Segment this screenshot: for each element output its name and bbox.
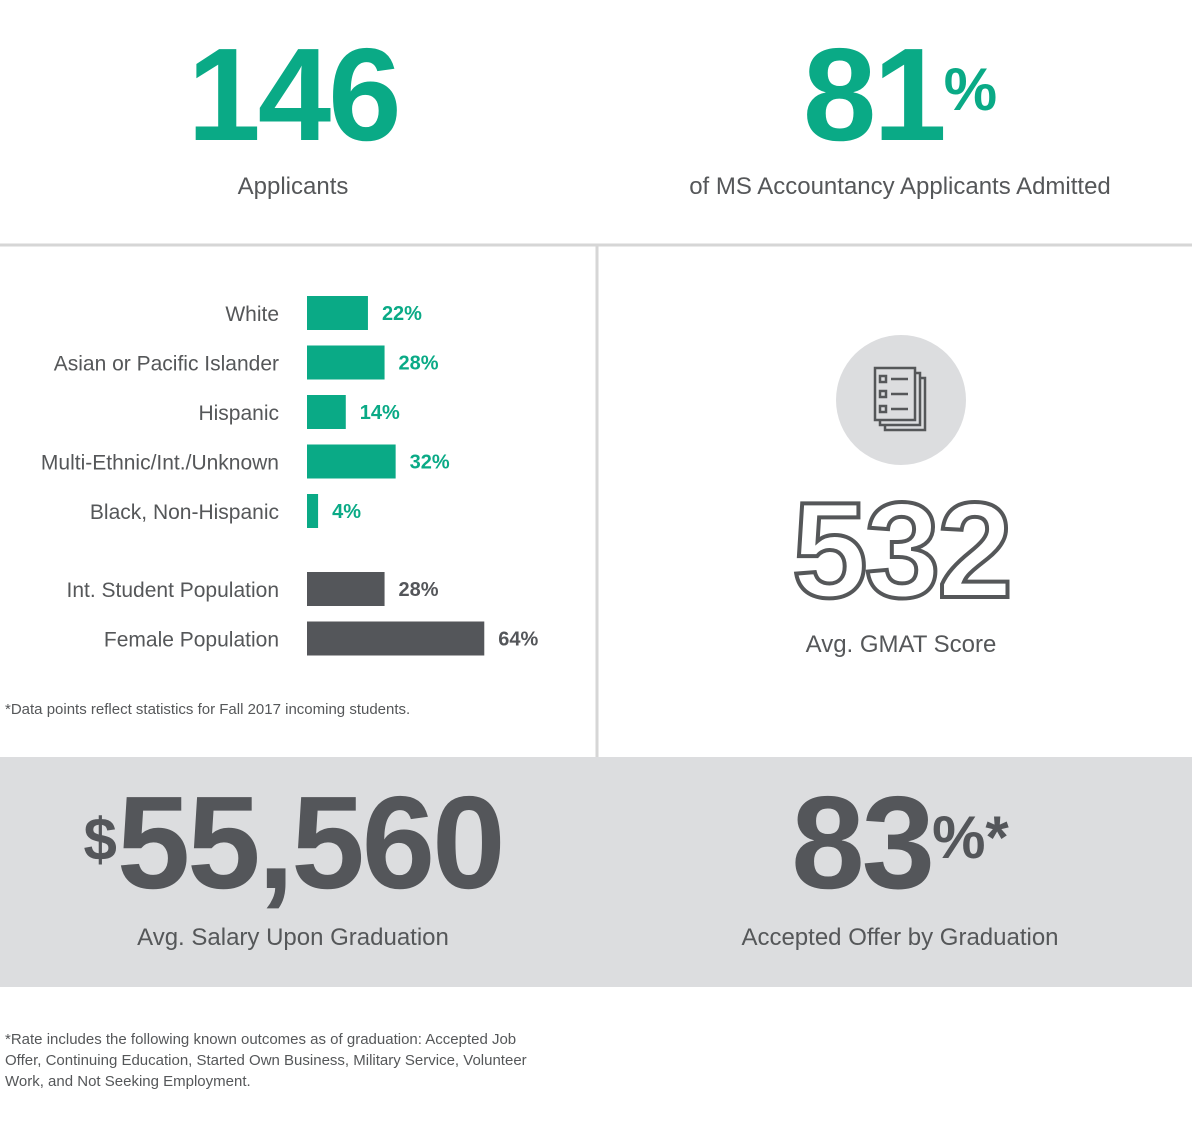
footnote: *Data points reflect statistics for Fall… (5, 701, 410, 718)
bar (307, 395, 346, 429)
stat: $55,560 (83, 769, 502, 916)
stat-label: of MS Accountancy Applicants Admitted (689, 173, 1111, 200)
category-label: Hispanic (198, 402, 279, 425)
stat-suffix: %* (932, 804, 1009, 871)
stat-number: 146 (187, 21, 398, 168)
category-label: Black, Non-Hispanic (90, 501, 279, 524)
stat-number: 532 (792, 474, 1010, 626)
bar (307, 494, 319, 528)
value-label: 14% (360, 402, 400, 424)
stat-label: Avg. Salary Upon Graduation (137, 924, 449, 951)
category-label: Asian or Pacific Islander (54, 353, 279, 376)
stat-suffix: % (944, 56, 997, 123)
value-label: 64% (498, 629, 538, 651)
bar (307, 621, 485, 656)
bar (307, 444, 396, 479)
category-label: White (225, 303, 279, 326)
stat-label: Accepted Offer by Graduation (741, 924, 1058, 951)
stat-label: Applicants (238, 173, 349, 200)
bar (307, 572, 385, 606)
value-label: 28% (399, 579, 439, 601)
footnote: Offer, Continuing Education, Started Own… (5, 1052, 527, 1069)
icon (873, 366, 927, 432)
value-label: 32% (410, 452, 450, 474)
footnote: *Rate includes the following known outco… (5, 1031, 516, 1048)
band (0, 757, 1192, 987)
stat-number: 83 (791, 769, 932, 916)
category-label: Multi-Ethnic/Int./Unknown (41, 452, 279, 475)
stat-prefix: $ (83, 806, 116, 873)
stat-number: 81 (803, 21, 944, 168)
stat: 81% (803, 21, 997, 168)
footnote: Work, and Not Seeking Employment. (5, 1073, 251, 1090)
bar (307, 345, 385, 380)
stat-number: 55,560 (117, 769, 503, 916)
value-label: 22% (382, 303, 422, 325)
value-label: 4% (332, 501, 361, 523)
category-label: Female Population (104, 629, 279, 652)
value-label: 28% (399, 353, 439, 375)
stat: 83%* (791, 769, 1009, 916)
category-label: Int. Student Population (67, 579, 280, 602)
stat-label: Avg. GMAT Score (806, 631, 997, 658)
bar (307, 296, 368, 330)
